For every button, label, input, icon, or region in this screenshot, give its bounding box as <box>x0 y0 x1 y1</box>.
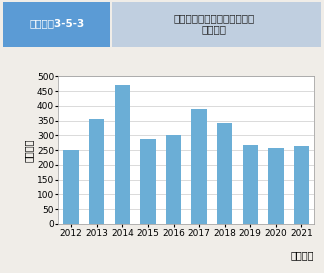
Text: ロシア機に対する緊急発進回
数の推移: ロシア機に対する緊急発進回 数の推移 <box>173 13 254 34</box>
Y-axis label: （回数）: （回数） <box>24 138 34 162</box>
Text: 図表Ｉ－3-5-3: 図表Ｉ－3-5-3 <box>29 19 84 29</box>
Bar <box>294 146 309 224</box>
Bar <box>166 135 181 224</box>
Bar <box>268 148 284 224</box>
Bar <box>64 150 79 224</box>
FancyBboxPatch shape <box>112 2 321 47</box>
X-axis label: （年度）: （年度） <box>291 250 314 260</box>
FancyBboxPatch shape <box>3 2 110 47</box>
Bar <box>217 123 232 224</box>
Bar <box>89 119 104 224</box>
Bar <box>140 139 156 224</box>
Bar <box>191 109 207 224</box>
Bar <box>115 85 130 224</box>
Bar <box>243 145 258 224</box>
